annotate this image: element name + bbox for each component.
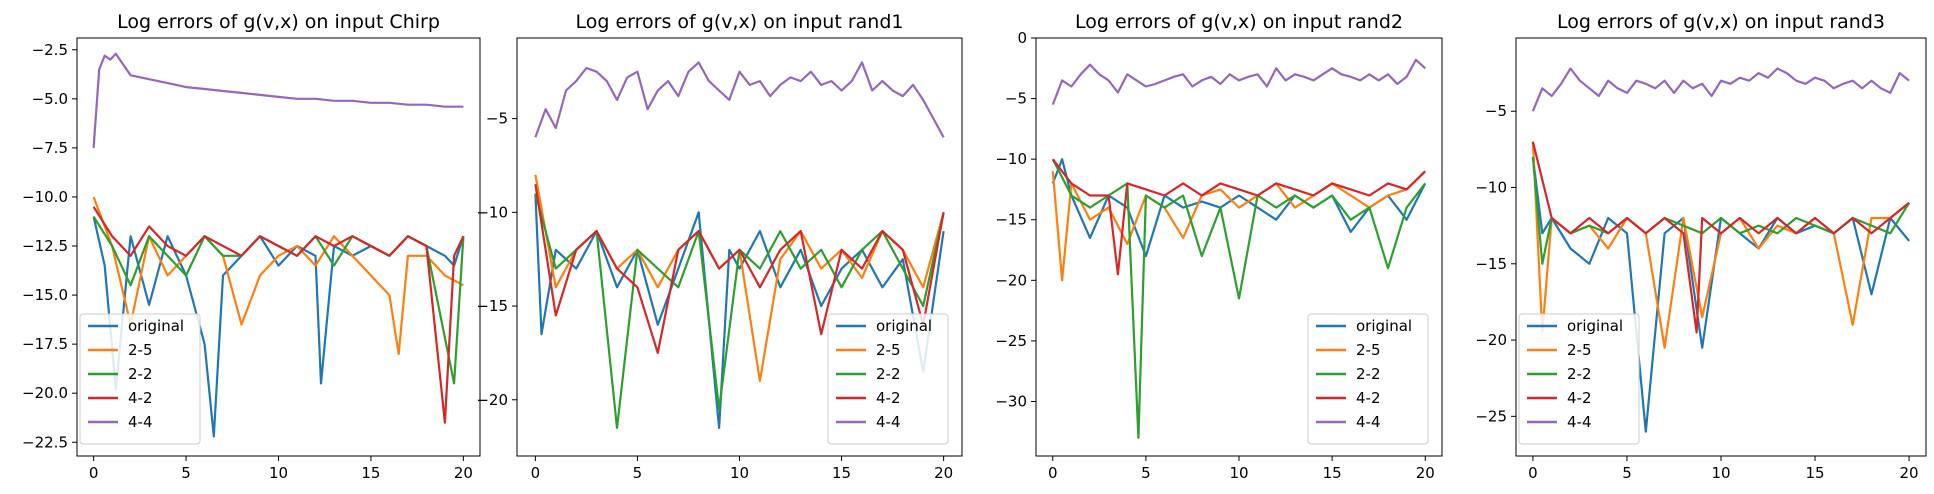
plot-area [1051, 58, 1427, 439]
legend-label: original [1567, 317, 1623, 335]
y-tick-label: −10 [476, 203, 508, 221]
legend-label: 2-5 [876, 341, 901, 359]
legend-label: 4-4 [128, 413, 153, 431]
chart-title: Log errors of g(v,x) on input rand3 [1557, 11, 1885, 33]
chart-title: Log errors of g(v,x) on input rand1 [576, 11, 904, 33]
series-line-2-2 [1051, 158, 1427, 439]
y-tick-label: −5 [1005, 90, 1027, 108]
legend-label: original [128, 317, 184, 335]
legend-label: original [1356, 317, 1412, 335]
legend-label: 2-2 [128, 365, 153, 383]
y-tick-label: −10.0 [22, 188, 68, 206]
y-tick-label: −2.5 [32, 41, 68, 59]
x-tick-label: 0 [531, 464, 541, 482]
y-tick-label: −25 [1475, 407, 1507, 425]
legend: original 2-5 2-2 4-2 4-4 [79, 313, 201, 445]
chart-panel-1: Log errors of g(v,x) on input Chirp 0 5 10 1… [22, 11, 481, 482]
x-tick-label: 10 [730, 464, 749, 482]
x-tick-label: 20 [454, 464, 473, 482]
y-tick-label: −20 [476, 391, 508, 409]
y-tick-label: −5 [486, 110, 508, 128]
x-tick-label: 0 [1528, 464, 1538, 482]
x-tick-label: 0 [1048, 464, 1058, 482]
y-tick-label: −10 [995, 150, 1027, 168]
legend-label: 2-2 [1356, 365, 1381, 383]
x-tick-label: 15 [361, 464, 380, 482]
y-tick-label: −20 [1475, 331, 1507, 349]
y-tick-label: −15.0 [22, 286, 68, 304]
legend-label: 4-4 [876, 413, 901, 431]
legend-label: 4-2 [1567, 389, 1592, 407]
y-tick-label: −30 [995, 392, 1027, 410]
legend-box [79, 313, 201, 445]
x-tick-label: 5 [1141, 464, 1151, 482]
y-tick-label: −15 [476, 297, 508, 315]
series-line-4-4 [534, 61, 945, 138]
series-line-4-4 [1051, 58, 1426, 105]
chart-panel-3: Log errors of g(v,x) on input rand2 0 5 10 1… [995, 11, 1443, 482]
chart-panel-2: Log errors of g(v,x) on input rand1 0 5 10 1… [476, 11, 963, 482]
y-tick-label: −22.5 [22, 433, 68, 451]
legend-label: 2-5 [128, 341, 153, 359]
x-tick-label: 10 [1711, 464, 1730, 482]
legend-label: 4-2 [876, 389, 901, 407]
series-line-2-5 [1051, 170, 1426, 282]
legend: original 2-5 2-2 4-2 4-4 [1518, 313, 1640, 445]
y-tick-label: −5.0 [32, 90, 68, 108]
x-tick-label: 0 [89, 464, 99, 482]
legend-box [827, 313, 949, 445]
y-tick-label: −20 [995, 271, 1027, 289]
x-tick-label: 20 [1900, 464, 1919, 482]
legend-label: 2-2 [1567, 365, 1592, 383]
y-tick-label: −15 [1475, 255, 1507, 273]
x-tick-label: 20 [934, 464, 953, 482]
legend: original 2-5 2-2 4-2 4-4 [1307, 313, 1429, 445]
series-line-4-4 [92, 52, 464, 148]
x-tick-label: 5 [1622, 464, 1632, 482]
series-line-4-2 [1531, 141, 1910, 334]
y-tick-label: −20.0 [22, 384, 68, 402]
legend-label: 4-4 [1356, 413, 1381, 431]
plot-area [92, 52, 465, 438]
legend-label: 2-2 [876, 365, 901, 383]
legend-label: 2-5 [1356, 341, 1381, 359]
y-tick-label: 0 [1017, 29, 1027, 47]
x-tick-label: 15 [1805, 464, 1824, 482]
y-tick-label: −12.5 [22, 237, 68, 255]
y-tick-label: −25 [995, 332, 1027, 350]
chart-title: Log errors of g(v,x) on input Chirp [117, 11, 440, 33]
legend-label: 2-5 [1567, 341, 1592, 359]
x-tick-label: 15 [832, 464, 851, 482]
legend-label: 4-4 [1567, 413, 1592, 431]
y-tick-label: −5 [1485, 102, 1507, 120]
series-line-4-2 [92, 206, 465, 424]
plot-area [1531, 67, 1911, 433]
series-line-4-2 [534, 184, 945, 354]
x-tick-label: 5 [633, 464, 643, 482]
series-line-4-4 [1531, 67, 1910, 112]
y-tick-label: −15 [995, 211, 1027, 229]
legend-label: 4-2 [1356, 389, 1381, 407]
x-tick-label: 5 [181, 464, 191, 482]
y-tick-label: −17.5 [22, 335, 68, 353]
chart-title: Log errors of g(v,x) on input rand2 [1075, 11, 1403, 33]
y-tick-label: −10 [1475, 179, 1507, 197]
legend-label: 4-2 [128, 389, 153, 407]
series-line-original [1051, 158, 1427, 258]
y-tick-label: −7.5 [32, 139, 68, 157]
x-tick-label: 10 [1229, 464, 1248, 482]
x-tick-label: 10 [269, 464, 288, 482]
x-tick-label: 15 [1323, 464, 1342, 482]
series-line-2-2 [1531, 156, 1911, 265]
legend-box [1307, 313, 1429, 445]
plot-area [534, 61, 945, 429]
chart-panel-4: Log errors of g(v,x) on input rand3 0 5 10 1… [1475, 11, 1927, 482]
legend-label: original [876, 317, 932, 335]
legend-box [1518, 313, 1640, 445]
x-tick-label: 20 [1416, 464, 1435, 482]
series-line-4-2 [1051, 158, 1426, 276]
legend: original 2-5 2-2 4-2 4-4 [827, 313, 949, 445]
